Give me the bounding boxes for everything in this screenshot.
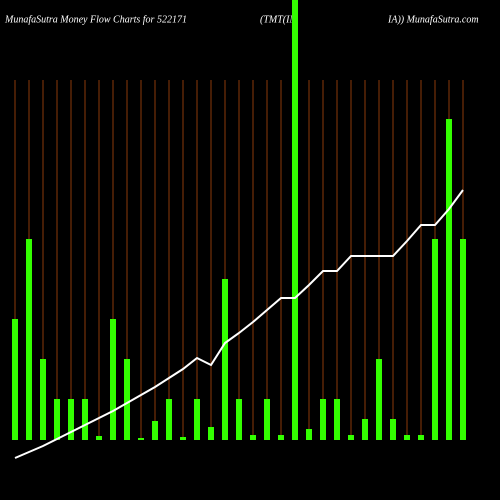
bar [82,399,88,440]
chart-title: MunafaSutra Money Flow Charts for 522171 [4,14,187,25]
bar [194,399,200,440]
bar [138,438,144,440]
bar [180,437,186,440]
bar [40,359,46,440]
bar [320,399,326,440]
bar [292,0,298,440]
bar [26,239,32,440]
bar [376,359,382,440]
money-flow-line [14,189,464,459]
bar [404,435,410,440]
bar [222,279,228,440]
guides [14,80,464,440]
chart-title: (TMT(IN [260,14,297,25]
bar [446,119,452,440]
bar [250,435,256,440]
bar [68,399,74,440]
bar [306,429,312,440]
bar [432,239,438,440]
bar [110,319,116,440]
bar [12,319,18,440]
bar [390,419,396,440]
chart-title: IA)) MunafaSutra.com [387,14,479,25]
bar [362,419,368,440]
bar [348,435,354,440]
bar [124,359,130,440]
bar [278,435,284,440]
bar [166,399,172,440]
bar [334,399,340,440]
bar [152,421,158,440]
bar [236,399,242,440]
bar [54,399,60,440]
bar [96,436,102,440]
bar [460,239,466,440]
bar [208,427,214,440]
bar [418,435,424,440]
bar [264,399,270,440]
